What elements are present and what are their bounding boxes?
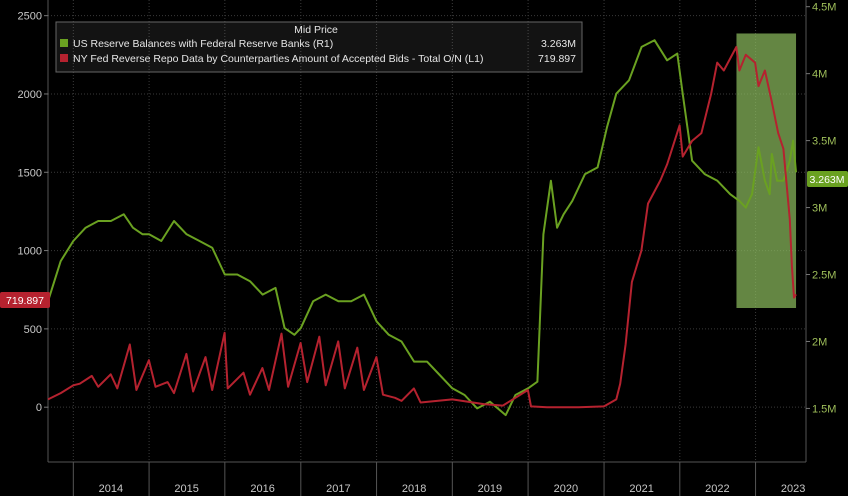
right-tick-label-6: 4.5M	[812, 2, 836, 14]
series-lines	[47, 39, 797, 417]
legend: Mid Price US Reserve Balances with Feder…	[55, 21, 583, 73]
right-axis-ticks: 1.5M 2M 2.5M 3M 3.5M 4M 4.5M	[806, 2, 836, 415]
left-tick-label-3: 1500	[18, 167, 42, 179]
x-axis-ticks: 2014 2015 2016 2017 2018 2019 2020 2021 2022 2023	[72, 462, 805, 496]
x-tick-label-4: 2018	[402, 483, 426, 495]
legend-box	[55, 21, 583, 73]
legend-value-repo: 719.897	[538, 53, 576, 65]
x-tick-label-5: 2019	[478, 483, 502, 495]
left-tick-label-2: 1000	[18, 246, 42, 258]
series-line-reserves	[47, 39, 797, 417]
left-axis-ticks: 0 500 1000 1500 2000 2500	[18, 11, 48, 414]
x-tick-label-2: 2016	[250, 483, 274, 495]
series-line-repo	[47, 46, 797, 409]
x-tick-label-0: 2014	[99, 483, 123, 495]
x-tick-label-1: 2015	[174, 483, 198, 495]
last-value-badge-right: 3.263M	[807, 171, 848, 187]
left-tick-label-4: 2000	[18, 89, 42, 101]
last-value-badge-left: 719.897	[0, 292, 50, 308]
right-tick-label-5: 4M	[812, 69, 827, 81]
x-tick-label-7: 2021	[629, 483, 653, 495]
last-value-label-right: 3.263M	[809, 174, 844, 186]
legend-swatch-repo	[60, 54, 68, 62]
x-tick-label-9: 2023	[781, 483, 805, 495]
x-tick-label-8: 2022	[705, 483, 729, 495]
legend-value-reserves: 3.263M	[541, 38, 576, 50]
legend-title: Mid Price	[294, 24, 338, 36]
last-value-badge-left-bg	[0, 292, 50, 308]
left-tick-label-0: 0	[36, 402, 42, 414]
left-tick-label-1: 500	[24, 324, 42, 336]
legend-label-repo: NY Fed Reverse Repo Data by Counterparti…	[73, 53, 483, 65]
right-tick-label-0: 1.5M	[812, 403, 836, 415]
last-value-label-left: 719.897	[6, 295, 44, 307]
x-tick-label-6: 2020	[554, 483, 578, 495]
left-tick-label-5: 2500	[18, 11, 42, 23]
x-tick-label-3: 2017	[326, 483, 350, 495]
right-tick-label-3: 3M	[812, 203, 827, 215]
legend-swatch-reserves	[60, 39, 68, 47]
right-tick-label-4: 3.5M	[812, 136, 836, 148]
legend-label-reserves: US Reserve Balances with Federal Reserve…	[73, 38, 333, 50]
right-tick-label-2: 2.5M	[812, 270, 836, 282]
last-value-badge-right-bg	[807, 171, 848, 187]
right-tick-label-1: 2M	[812, 336, 827, 348]
